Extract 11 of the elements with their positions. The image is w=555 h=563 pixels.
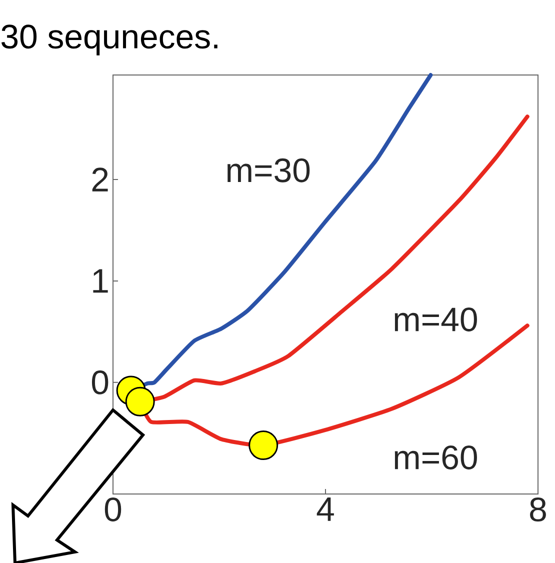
series-label: m=30 <box>228 158 310 182</box>
series-label: m=40 <box>394 308 477 332</box>
x-tick-label: 8 <box>530 498 546 522</box>
point <box>248 430 278 460</box>
y-tick-label: 0 <box>92 370 108 394</box>
text: 30 sequneces. <box>1 24 218 56</box>
series-label: m=60 <box>394 445 477 470</box>
y-tick-label: 1 <box>93 269 108 293</box>
y-tick-label: 2 <box>92 168 108 192</box>
point <box>125 386 155 416</box>
x-tick-label: 4 <box>316 498 334 521</box>
